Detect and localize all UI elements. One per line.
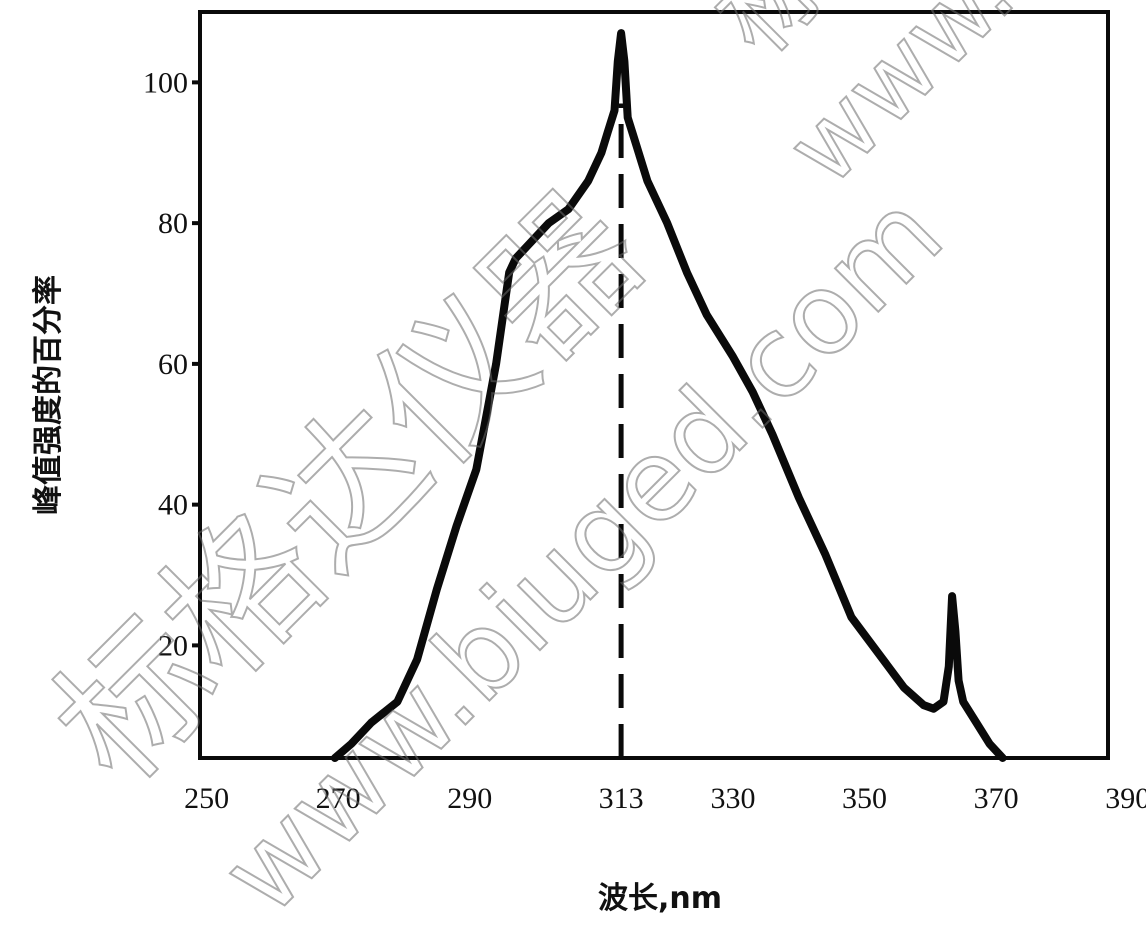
- series-group: [330, 29, 1007, 762]
- x-tick-label: 313: [599, 782, 644, 815]
- x-tick-label: 370: [974, 782, 1019, 815]
- y-tick-label: 20: [158, 629, 188, 662]
- spectrum-curve: [330, 29, 1007, 762]
- y-tick-label: 60: [158, 348, 188, 381]
- y-tick-label: 100: [143, 66, 188, 99]
- y-axis-ticks: 20 40 60 80 100: [143, 66, 200, 662]
- x-tick-label: 390: [1105, 782, 1146, 815]
- x-tick-label: 290: [447, 782, 492, 815]
- x-tick-label: 270: [316, 782, 361, 815]
- y-tick-label: 80: [158, 207, 188, 240]
- x-tick-label: 350: [842, 782, 887, 815]
- x-axis-ticks: 250 270 290 313 330 350 370 390: [184, 782, 1146, 815]
- y-tick-label: 40: [158, 489, 188, 522]
- x-axis-title: 波长,nm: [598, 881, 722, 916]
- x-tick-label: 330: [710, 782, 755, 815]
- watermark-layer: 标格达仪器 www.biuged.com 标 www.b: [21, 0, 1082, 930]
- x-tick-label: 250: [184, 782, 229, 815]
- plot-frame: [198, 10, 1110, 760]
- y-axis-title: 峰值强度的百分率: [31, 275, 66, 515]
